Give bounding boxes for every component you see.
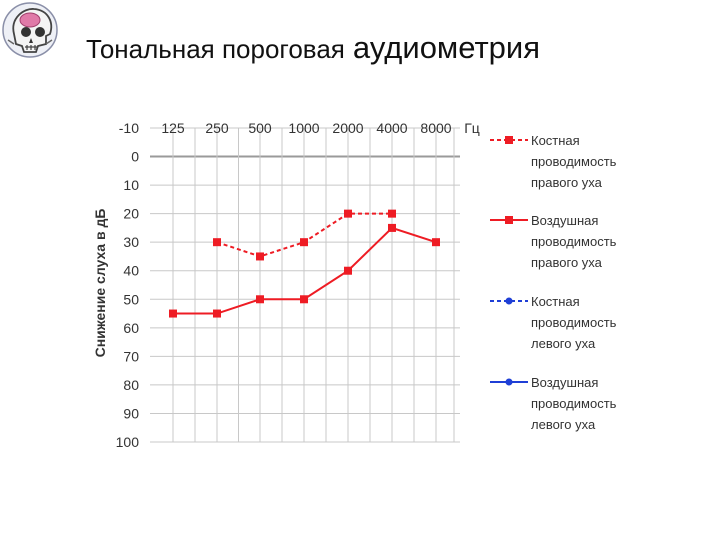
data-point [256, 252, 264, 261]
legend-label: Воздушная [531, 213, 598, 228]
x-tick-label: 4000 [376, 120, 407, 136]
y-tick-label: 10 [123, 177, 139, 193]
data-point [300, 238, 308, 247]
data-point [213, 309, 221, 318]
page-title: Тональная пороговая аудиометрия [86, 30, 540, 66]
legend-label: правого уха [531, 175, 603, 190]
chart-legend: Костная проводимость правого уха Воздушная п… [490, 133, 617, 432]
y-tick-label: -10 [119, 120, 139, 136]
x-tick-label: 500 [248, 120, 272, 136]
legend-marker [505, 216, 513, 224]
x-tick-label: 125 [161, 120, 185, 136]
x-tick-label: 250 [205, 120, 229, 136]
data-point [256, 295, 264, 304]
data-point [213, 238, 221, 247]
legend-item: Костная проводимость правого уха [490, 133, 617, 190]
series-1 [169, 223, 440, 318]
legend-label: Костная [531, 133, 580, 148]
x-tick-label: 2000 [332, 120, 363, 136]
legend-label: проводимость [531, 154, 617, 169]
x-axis-unit: Гц [464, 120, 480, 136]
legend-label: Воздушная [531, 375, 598, 390]
legend-marker [505, 378, 513, 386]
data-point [432, 238, 440, 247]
y-axis-ticks: -10 0 10 20 30 40 50 60 70 80 90 100 [116, 120, 140, 450]
y-tick-label: 0 [131, 149, 139, 165]
y-tick-label: 20 [123, 206, 139, 222]
legend-label: проводимость [531, 234, 617, 249]
legend-label: правого уха [531, 255, 603, 270]
title-part-1: Тональная пороговая [86, 34, 345, 64]
y-tick-label: 70 [123, 348, 139, 364]
legend-marker [505, 297, 513, 305]
y-tick-label: 80 [123, 377, 139, 393]
chart-series [169, 209, 440, 318]
legend-label: проводимость [531, 315, 617, 330]
y-tick-label: 100 [116, 434, 140, 450]
legend-item: Костная проводимость левого уха [490, 294, 617, 351]
x-tick-label: 1000 [288, 120, 319, 136]
x-tick-label: 8000 [420, 120, 451, 136]
data-point [344, 209, 352, 218]
y-tick-label: 30 [123, 234, 139, 250]
title-part-2: аудиометрия [352, 30, 540, 65]
legend-label: Костная [531, 294, 580, 309]
legend-label: левого уха [531, 417, 596, 432]
y-tick-label: 50 [123, 291, 139, 307]
legend-label: проводимость [531, 396, 617, 411]
y-tick-label: 60 [123, 320, 139, 336]
data-point [388, 223, 396, 232]
legend-label: левого уха [531, 336, 596, 351]
y-tick-label: 40 [123, 263, 139, 279]
x-axis-ticks: 125 250 500 1000 2000 4000 8000 Гц [161, 120, 479, 136]
y-axis-label: Снижение слуха в дБ [92, 209, 108, 358]
series-0 [213, 209, 396, 261]
data-point [388, 209, 396, 218]
skull-icon [2, 2, 58, 58]
legend-item: Воздушная проводимость левого уха [490, 375, 617, 432]
legend-marker [505, 136, 513, 144]
data-point [344, 266, 352, 275]
chart-grid [150, 127, 460, 443]
legend-item: Воздушная проводимость правого уха [490, 213, 617, 270]
data-point [169, 309, 177, 318]
y-tick-label: 90 [123, 405, 139, 421]
data-point [300, 295, 308, 304]
